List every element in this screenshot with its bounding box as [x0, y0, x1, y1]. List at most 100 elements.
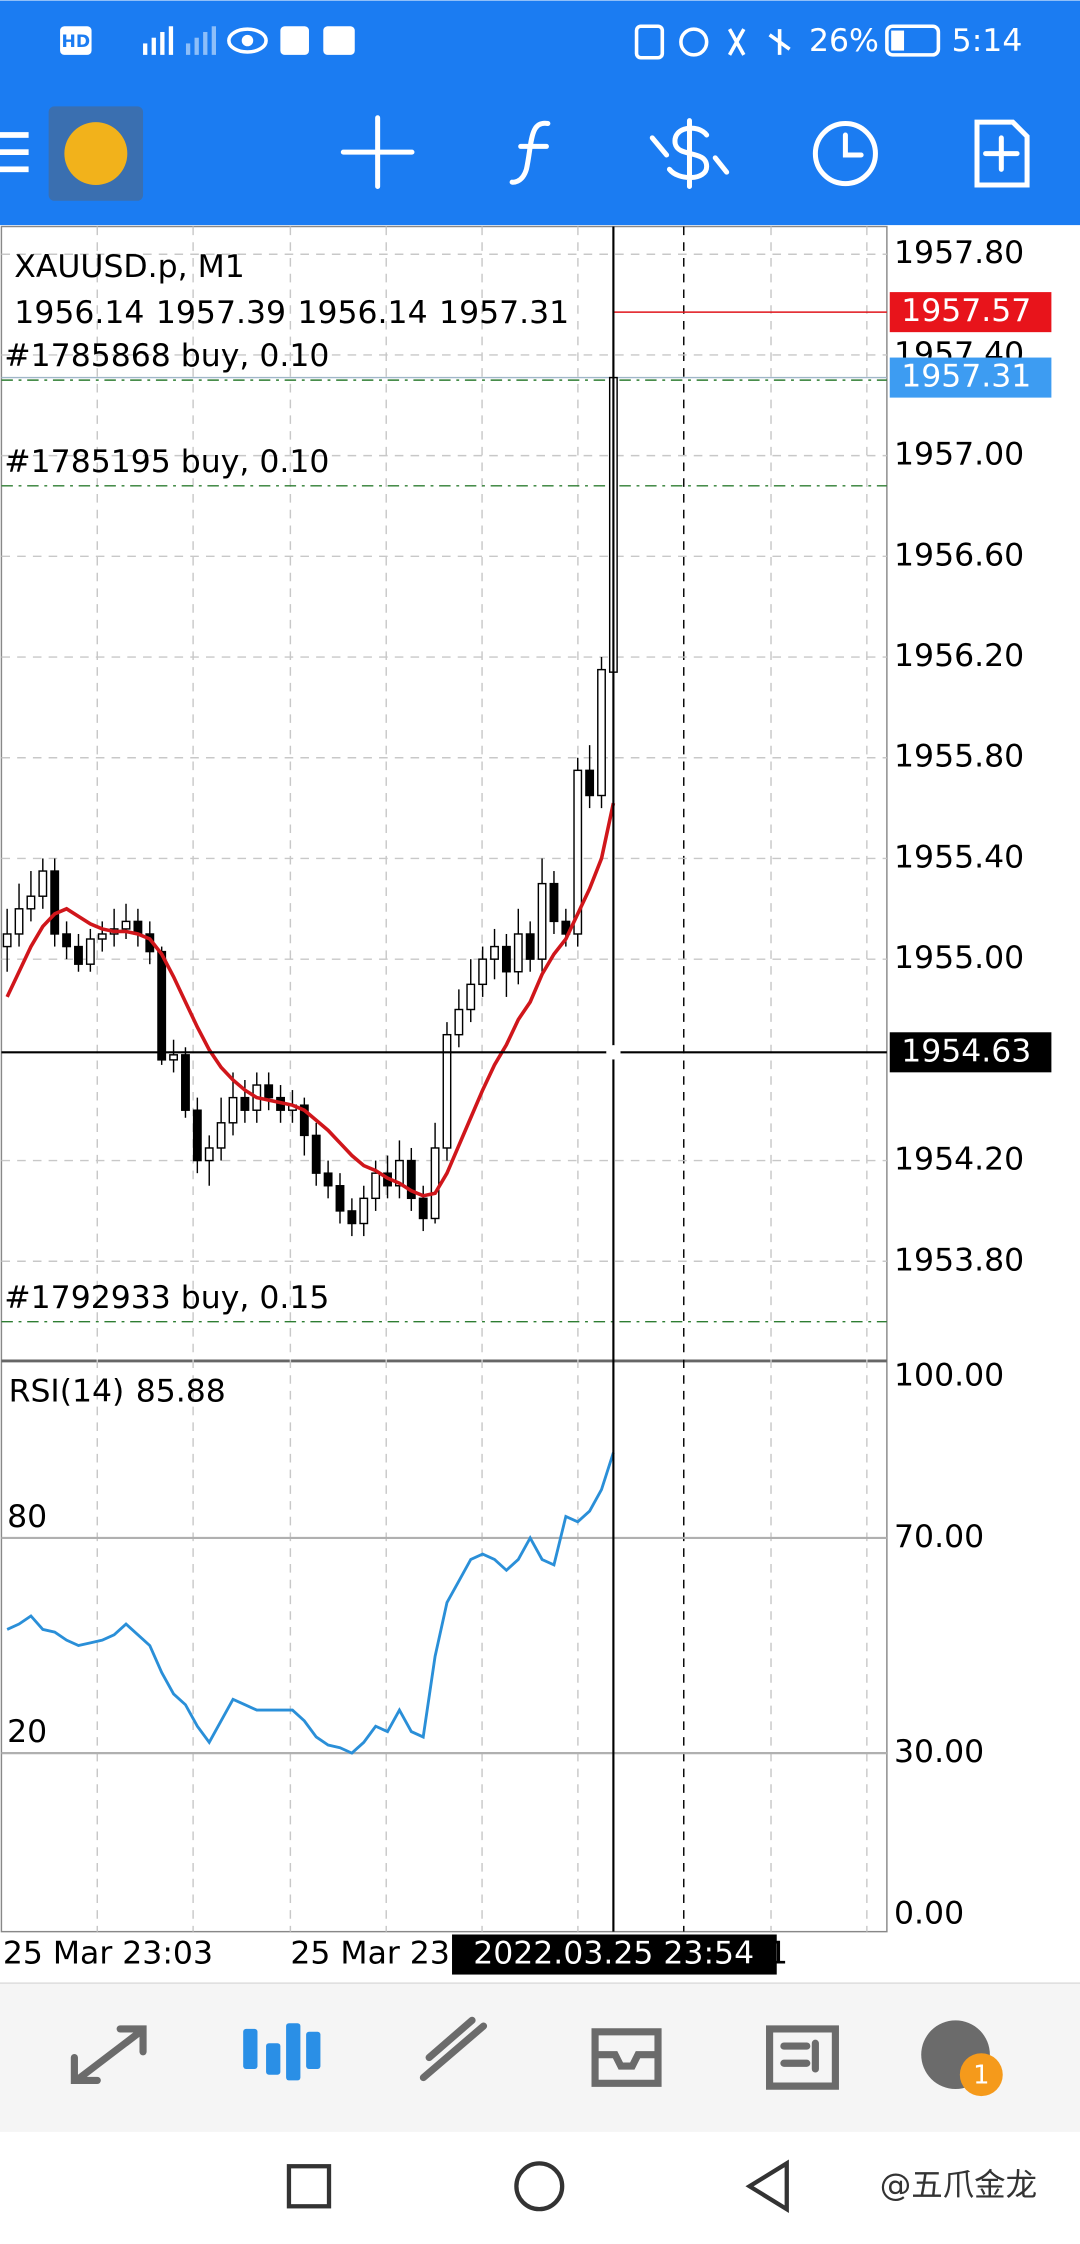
moving-average: [5, 802, 616, 1198]
ask-label-bg: [889, 292, 1052, 333]
rsi-tick-label: 100.00: [894, 1358, 1004, 1394]
rsi-tick-label: 30.00: [894, 1734, 984, 1770]
badge: [959, 2053, 1003, 2097]
y-tick-label: 1956.20: [894, 638, 1024, 674]
battery-level: [891, 30, 905, 51]
system-nav[interactable]: [286, 2159, 789, 2213]
clock: 5:14: [952, 23, 1023, 59]
candle-body: [490, 945, 499, 960]
candle-body: [85, 938, 95, 965]
candle-body: [537, 882, 547, 960]
candle-body: [454, 1008, 464, 1036]
candle-body: [2, 933, 12, 948]
candle-body: [418, 1197, 428, 1220]
y-tick-label: 1955.80: [894, 739, 1024, 775]
candle-body: [442, 1033, 452, 1149]
battery-text: 26%: [809, 23, 879, 59]
candle-body: [14, 908, 24, 935]
rsi-title: RSI(14) 85.88: [9, 1373, 226, 1409]
candle-body: [181, 1054, 190, 1111]
y-tick-label: 1953.80: [894, 1242, 1024, 1278]
x-tick-label: 25 Mar 23:03: [3, 1936, 213, 1972]
crosshair-time-label: 2022.03.25 23:54: [473, 1936, 754, 1972]
candle-body: [121, 920, 131, 930]
bid-label: 1957.31: [901, 359, 1031, 395]
candle-body: [299, 1104, 309, 1137]
rsi-level-label: 80: [7, 1499, 47, 1535]
rsi-value: 85.88: [136, 1373, 226, 1409]
candle-body: [323, 1172, 333, 1187]
candle-body: [573, 769, 583, 935]
y-tick-label: 1957.00: [894, 437, 1024, 473]
candle-body: [169, 1054, 179, 1061]
y-tick-label: 1955.40: [894, 839, 1024, 875]
rsi-name: RSI(14): [9, 1373, 125, 1409]
hd-text: HD: [62, 32, 91, 52]
toolbar-icons[interactable]: [340, 115, 1030, 189]
symbol: XAUUSD.p, M1: [14, 249, 245, 285]
nav-icons[interactable]: [70, 2016, 839, 2090]
menu-button[interactable]: [0, 132, 29, 173]
candle-body: [430, 1147, 440, 1220]
candle-body: [478, 958, 488, 986]
candle-body: [264, 1084, 274, 1099]
y-tick-label: 1955.00: [894, 940, 1024, 976]
rsi-tick-label: 70.00: [894, 1519, 984, 1555]
crosshair-price-label: 1954.63: [901, 1033, 1031, 1069]
candle-body: [513, 933, 523, 973]
ohlc-open: 1956.14: [14, 295, 144, 331]
candle-body: [597, 668, 606, 797]
rsi-line: [6, 1452, 615, 1755]
candle-body: [371, 1172, 381, 1200]
ohlc-high: 1957.39: [156, 295, 286, 331]
nav-chart-icon[interactable]: [243, 2023, 321, 2081]
status-icons: [634, 24, 941, 60]
app-logo-mark: [64, 122, 128, 186]
candle-body: [501, 945, 511, 973]
rsi-level-label: 20: [7, 1714, 47, 1750]
rsi-tick-label: 0.00: [894, 1895, 964, 1931]
candle-body: [311, 1134, 321, 1174]
candle-body: [549, 882, 559, 923]
candle-body: [26, 895, 36, 910]
candle-body: [394, 1159, 404, 1187]
y-tick-label: 1956.60: [894, 537, 1024, 573]
crosshair-time-bg: [452, 1934, 777, 1975]
candle-body: [585, 769, 595, 797]
ohlc-close: 1957.31: [439, 295, 569, 331]
candle-body: [406, 1159, 416, 1200]
candle-body: [74, 945, 83, 965]
ohlc-low: 1956.14: [297, 295, 427, 331]
candle-body: [62, 933, 72, 948]
candle-body: [466, 983, 476, 1011]
candle-body: [359, 1197, 369, 1225]
candle-body: [347, 1210, 357, 1225]
bottom-nav: [0, 1983, 1080, 2132]
candle-body: [50, 870, 60, 935]
ohlc-info: 1956.14 1957.39 1956.14 1957.31: [14, 295, 569, 331]
candle-body: [240, 1096, 250, 1111]
crosshair-center: [606, 1045, 621, 1060]
signal-icons: [143, 26, 355, 55]
badge-count: 1: [973, 2061, 989, 2091]
order-label: #1792933 buy, 0.15: [4, 1280, 329, 1316]
candle-body: [204, 1147, 214, 1162]
candle-body: [97, 933, 107, 940]
y-tick-label: 1957.80: [894, 235, 1024, 271]
crosshair-price-bg: [889, 1032, 1052, 1073]
candle-body: [157, 950, 167, 1061]
candle-body: [38, 870, 48, 897]
time-grid: [96, 226, 868, 1932]
watermark: @五爪金龙: [880, 2167, 1037, 2203]
hd-icon: [60, 26, 92, 55]
candle-body: [216, 1122, 226, 1149]
ask-label: 1957.57: [901, 293, 1031, 329]
y-tick-label: 1954.20: [894, 1142, 1024, 1178]
candle-body: [228, 1096, 238, 1124]
bid-label-bg: [889, 357, 1052, 398]
order-label: #1785868 buy, 0.10: [4, 338, 329, 374]
candle-body: [192, 1109, 202, 1162]
order-label: #1785195 buy, 0.10: [4, 444, 329, 480]
candle-body: [335, 1185, 345, 1212]
